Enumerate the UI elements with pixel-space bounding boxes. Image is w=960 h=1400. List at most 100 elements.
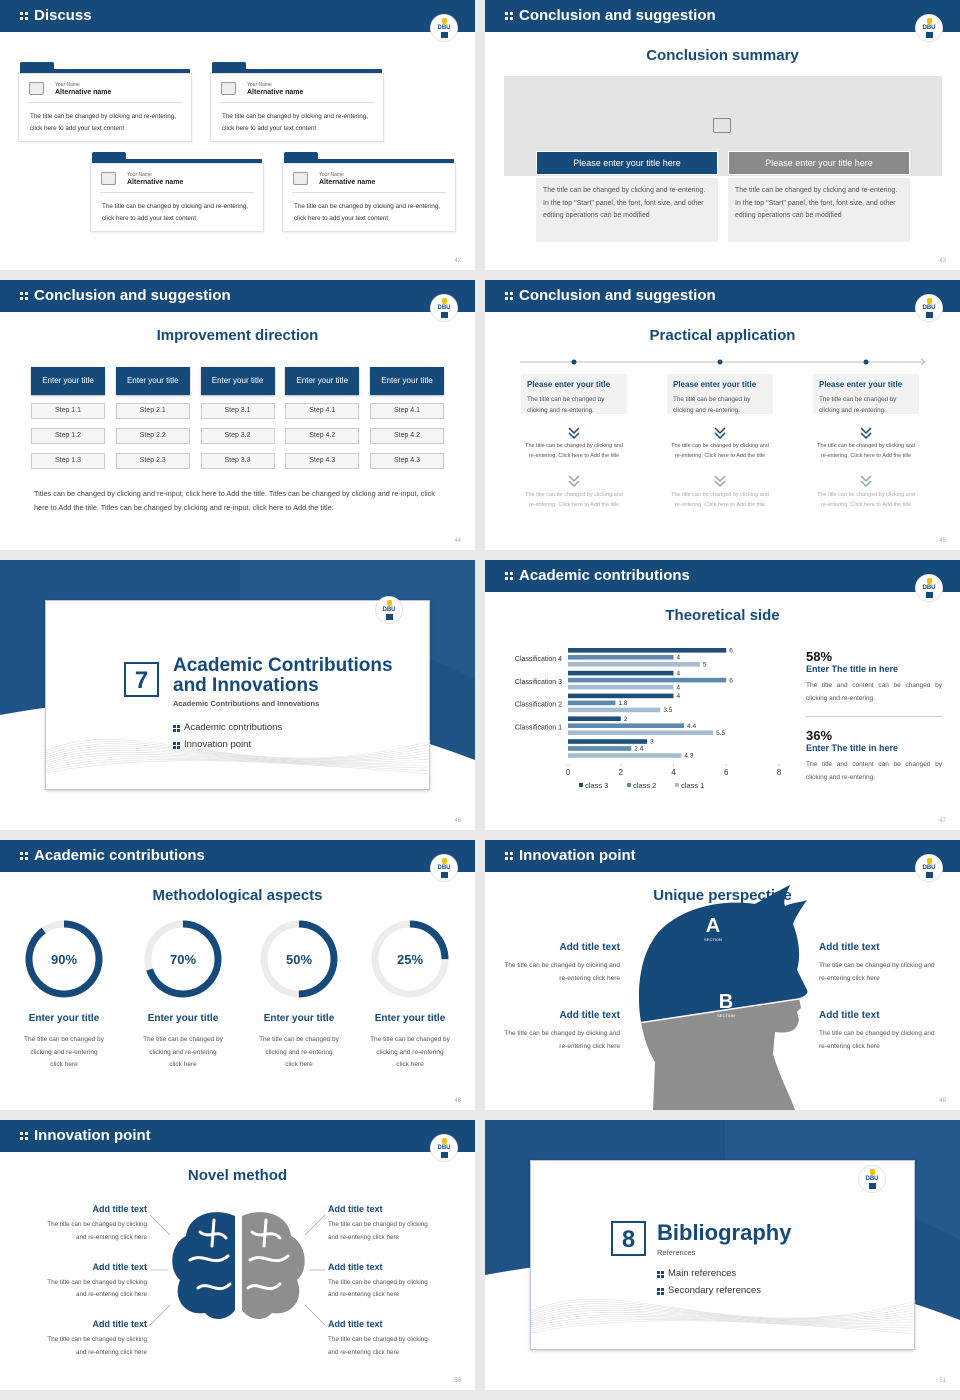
connector	[304, 1304, 326, 1326]
box-text-area: The title can be changed by clicking and…	[536, 178, 718, 242]
stat-title: Enter The title in here	[806, 743, 899, 753]
brain-fold	[188, 1254, 230, 1263]
page-number: 50	[454, 1378, 461, 1384]
logo-flame	[442, 18, 447, 24]
legend-label: class 3	[585, 781, 608, 790]
logo-shield	[926, 872, 933, 878]
logo: DBU	[858, 1165, 886, 1193]
column-head: Enter your title	[115, 367, 190, 395]
step-box: Step 1.1	[31, 403, 105, 419]
item-text: The title can be changed by clicking and…	[673, 396, 751, 414]
step-text: Step 4.1	[393, 407, 421, 414]
header-dot	[505, 852, 508, 855]
page-number: 51	[939, 1378, 946, 1384]
wave-line	[531, 1305, 916, 1321]
header-bar: Academic contributions	[0, 840, 475, 872]
wave-pattern	[46, 739, 431, 775]
step-text: Step 4.1	[309, 407, 336, 414]
legend-swatch	[579, 783, 583, 787]
step-text: Step 3.3	[224, 457, 251, 464]
section-item: Academic contributions	[184, 722, 283, 733]
logo-flame	[927, 858, 932, 864]
value-label: 3	[650, 739, 654, 746]
stat-value: 36%	[806, 728, 833, 743]
category-label: Classification 4	[515, 656, 562, 663]
bar	[568, 700, 616, 706]
step-box: Step 3.3	[200, 453, 275, 469]
slide: A SECTION B SECTION Innovation point DBU Uniqu…	[485, 840, 960, 1110]
section-item: Secondary references	[668, 1285, 761, 1296]
value-label: 2	[624, 716, 628, 723]
timeline-arrow	[920, 358, 926, 366]
logo: DBU	[915, 294, 943, 322]
bar	[568, 753, 682, 758]
item-title: Add title text	[92, 1319, 147, 1329]
category-label: Classification 1	[515, 724, 562, 731]
chevron	[714, 475, 726, 483]
bar	[568, 662, 700, 667]
card-body	[282, 163, 456, 232]
step-box: Step 4.3	[370, 453, 444, 469]
header-dot	[510, 12, 513, 15]
bullet-dot	[657, 1271, 660, 1274]
slide: 0 2 4 6 8 Classification 4 6 4 5 Classification 3…	[485, 560, 960, 830]
wave-line	[531, 1317, 916, 1330]
logo: DBU	[430, 294, 458, 322]
card-header	[212, 69, 382, 73]
header-dot	[20, 297, 23, 300]
card-divider	[28, 102, 182, 103]
item-title: Add title text	[819, 942, 880, 953]
section-number-box: 7	[124, 662, 159, 697]
header-dot	[20, 292, 23, 295]
slide-title: Practical application	[649, 327, 796, 344]
card-icon	[293, 172, 308, 185]
header-dot	[510, 17, 513, 20]
step-box: Step 2.1	[115, 403, 190, 419]
logo: DBU	[430, 1134, 458, 1162]
ring-arc	[371, 920, 449, 998]
ring-label: 25%	[397, 952, 423, 967]
header-dot	[505, 297, 508, 300]
card-label: Your Name	[55, 82, 80, 88]
page-number: 45	[939, 538, 946, 544]
header-dot	[510, 577, 513, 580]
item-box	[521, 374, 627, 414]
logo-shield	[926, 312, 933, 318]
chevron	[568, 475, 580, 483]
step-box: Step 1.2	[31, 428, 105, 444]
step-text: Step 4.2	[309, 432, 336, 439]
value-label: 4.4	[687, 723, 696, 730]
wave-line	[531, 1319, 916, 1332]
header-dot	[510, 572, 513, 575]
logo-text: DBU	[437, 1145, 451, 1151]
header-dot	[20, 852, 23, 855]
slide-title: Conclusion summary	[646, 47, 799, 64]
x-tick-label: 6	[724, 768, 729, 777]
slide: 46 DBU 7 Academic Contributions and Innovat…	[0, 560, 475, 830]
wave-line	[46, 745, 431, 761]
step-box: Step 3.1	[200, 403, 275, 419]
step-box: Step 2.3	[115, 453, 190, 469]
header-dot	[25, 1132, 28, 1135]
wave-line	[531, 1303, 916, 1320]
section-card	[530, 1160, 916, 1350]
bullet-dot	[661, 1271, 664, 1274]
ring-title: Enter your title	[263, 1013, 335, 1024]
step-text: Step 4.3	[309, 457, 336, 464]
header-dot	[25, 1137, 28, 1140]
bar	[568, 739, 648, 744]
card-tab	[20, 62, 54, 70]
slide-graphics	[149, 1212, 326, 1326]
wave-line	[46, 752, 431, 764]
logo-flame	[927, 578, 932, 584]
brain-fold	[262, 1218, 268, 1248]
card-icon	[101, 172, 116, 185]
header-dot	[25, 12, 28, 15]
section-number: 7	[134, 667, 149, 694]
logo-text: DBU	[865, 1176, 879, 1182]
bar	[568, 723, 685, 728]
value-label: 4.3	[684, 753, 693, 760]
header-dot	[510, 297, 513, 300]
section-subtitle: Academic Contributions and Innovations	[173, 699, 320, 708]
